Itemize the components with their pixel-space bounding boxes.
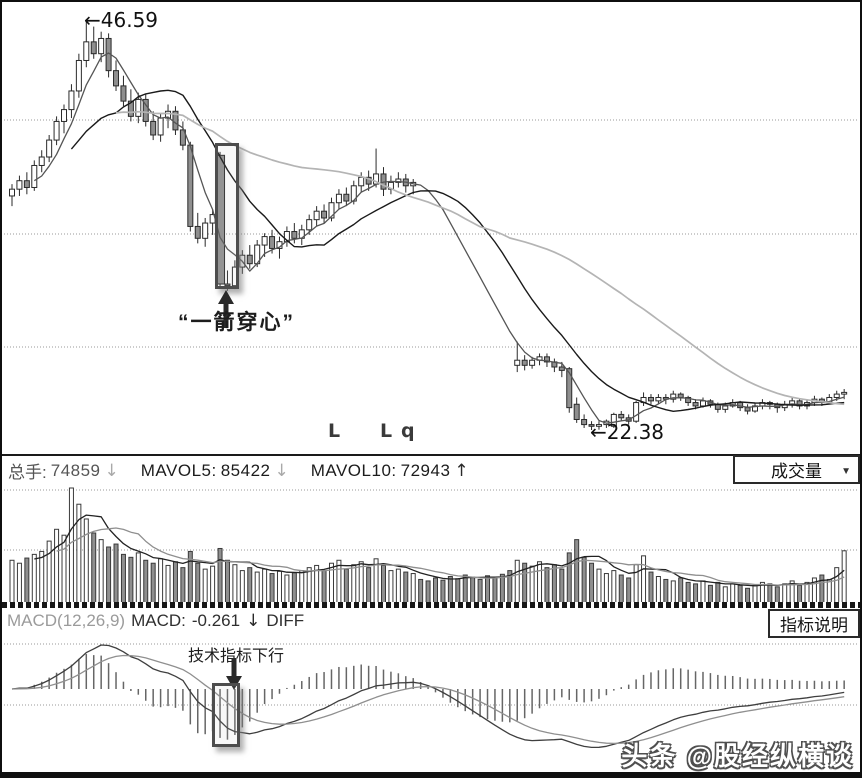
macd-chart-svg — [4, 643, 858, 749]
pierce-pattern-label: “一箭穿心” — [178, 311, 295, 334]
left-arrow-icon: ← — [590, 420, 607, 444]
volume-header: 总手: 74859 ↓ MAVOL5: 85422 ↓ MAVOL10: 729… — [8, 458, 469, 483]
indicator-help-button[interactable]: 指标说明 — [768, 609, 860, 638]
volume-indicator-selector-button[interactable]: 成交量 ▼ — [733, 455, 860, 484]
down-arrow-icon: ↓ — [246, 611, 261, 631]
volume-selector-label: 成交量 — [771, 462, 822, 481]
up-arrow-icon — [218, 290, 234, 328]
mavol10-value: 72943 — [400, 460, 451, 480]
event-flag: q — [401, 420, 415, 442]
macd-params: MACD(12,26,9) — [7, 611, 126, 630]
mavol10-label: MAVOL10: — [310, 460, 397, 480]
peak-price-annotation: ←46.59 — [84, 8, 158, 32]
low-price-value: 22.38 — [606, 420, 665, 444]
macd-value: -0.261 — [191, 611, 241, 630]
indicator-help-label: 指标说明 — [780, 616, 848, 635]
mavol5-label: MAVOL5: — [140, 460, 217, 480]
peak-price-value: 46.59 — [100, 8, 159, 32]
zongshou-label: 总手: — [8, 463, 47, 482]
diff-label: DIFF — [266, 611, 305, 630]
event-flag: L — [380, 420, 393, 442]
macd-label: MACD: — [131, 611, 186, 630]
left-arrow-icon: ← — [84, 8, 101, 32]
down-arrow-icon: ↓ — [274, 460, 289, 481]
price-chart-svg — [4, 20, 858, 430]
macd-downtrend-note: 技术指标下行 — [188, 648, 285, 665]
up-arrow-icon: ↑ — [454, 460, 469, 481]
zongshou-value: 74859 — [50, 460, 101, 480]
caret-down-icon: ▼ — [841, 466, 851, 477]
pierce-candle-highlight-box — [215, 143, 239, 289]
macd-header: MACD(12,26,9) MACD: -0.261 ↓ DIFF — [7, 611, 304, 631]
down-arrow-icon: ↓ — [104, 460, 119, 481]
macd-highlight-box — [212, 683, 240, 747]
event-flag: L — [328, 420, 341, 442]
low-price-annotation: ←22.38 — [590, 420, 664, 444]
volume-macd-divider — [2, 602, 860, 608]
mavol5-value: 85422 — [220, 460, 271, 480]
price-volume-divider — [2, 454, 860, 456]
watermark: 头条 @股经纵横谈 — [621, 741, 854, 771]
down-arrow-icon — [226, 658, 242, 690]
